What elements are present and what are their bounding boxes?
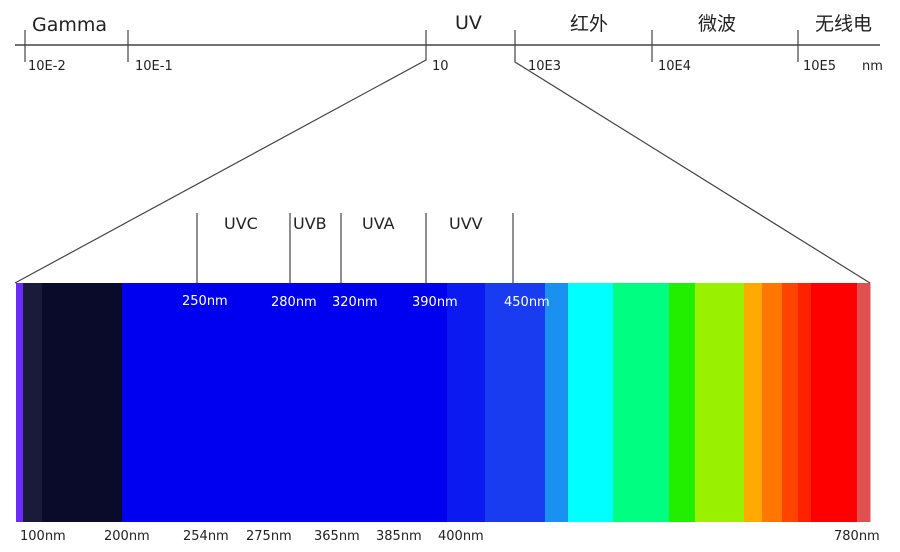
spectrum-stripe [23, 283, 43, 522]
top-axis-ticks [14, 30, 871, 284]
spectrum-stripe [811, 283, 858, 522]
spectrum-stripe [42, 283, 123, 522]
boundary-label: 320nm [332, 295, 378, 310]
unit-label: nm [862, 59, 883, 74]
wavelength-label: 200nm [104, 529, 150, 544]
spectrum-stripe [613, 283, 670, 522]
spectrum-stripe [857, 283, 871, 522]
wavelength-label: 385nm [376, 529, 422, 544]
boundary-label: 450nm [504, 295, 550, 310]
band-uvb: UVB [293, 214, 327, 233]
band-uva: UVA [362, 214, 395, 233]
uv-band-dividers [196, 213, 514, 283]
spectrum-bar [16, 283, 871, 522]
boundary-label: 250nm [182, 294, 228, 309]
spectrum-stripe [669, 283, 696, 522]
wavelength-label: 400nm [438, 529, 484, 544]
boundary-label: 280nm [271, 295, 317, 310]
region-gamma: Gamma [32, 14, 108, 36]
band-uvv: UVV [449, 214, 483, 233]
spectrum-stripe [122, 283, 448, 522]
tick-label: 10E-1 [135, 59, 173, 74]
spectrum-stripe [695, 283, 745, 522]
wavelength-label: 365nm [314, 529, 360, 544]
wavelength-label: 100nm [20, 529, 66, 544]
tick-label: 10E4 [658, 59, 692, 74]
tick-label: 10E-2 [28, 59, 66, 74]
tick-label: 10E3 [528, 59, 562, 74]
region-microwave: 微波 [698, 13, 737, 35]
region-radio: 无线电 [815, 13, 873, 35]
tick-label: 10 [432, 59, 449, 74]
spectrum-stripe [782, 283, 799, 522]
spectrum-stripe [16, 283, 24, 522]
spectrum-stripe [447, 283, 486, 522]
wavelength-label: 780nm [834, 529, 880, 544]
wavelength-label: 254nm [183, 529, 229, 544]
spectrum-stripe [485, 283, 546, 522]
spectrum-stripe [744, 283, 763, 522]
spectrum-stripe [568, 283, 614, 522]
wavelength-label: 275nm [246, 529, 292, 544]
boundary-label: 390nm [412, 295, 458, 310]
band-uvc: UVC [224, 214, 258, 233]
spectrum-stripe [545, 283, 569, 522]
spectrum-stripe [762, 283, 783, 522]
spectrum-stripe [798, 283, 812, 522]
tick-label: 10E5 [803, 59, 837, 74]
region-infrared: 红外 [570, 13, 609, 35]
region-uv: UV [455, 12, 482, 34]
